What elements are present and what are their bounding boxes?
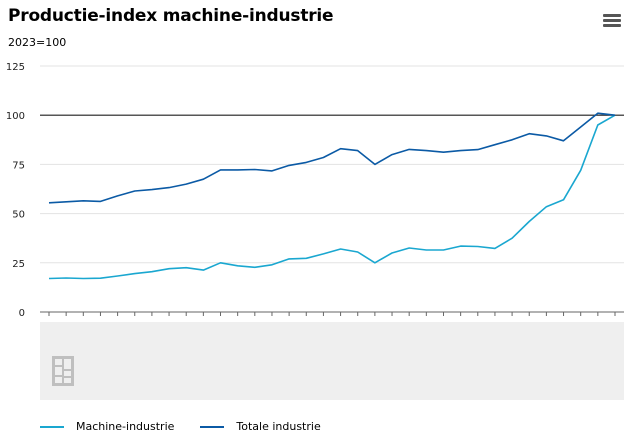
chart-title: Productie-index machine-industrie	[8, 6, 334, 26]
legend-swatch-totale-industrie	[200, 425, 225, 428]
legend: Machine-industrie Totale industrie	[40, 420, 347, 433]
hamburger-menu-icon[interactable]	[603, 14, 621, 30]
y-tick-label-25: 25	[12, 259, 25, 270]
y-tick-label-0: 0	[19, 308, 25, 319]
legend-label-totale-industrie: Totale industrie	[236, 420, 321, 433]
legend-item-totale-industrie[interactable]: Totale industrie	[200, 420, 321, 433]
legend-item-machine-industrie[interactable]: Machine-industrie	[40, 420, 174, 433]
legend-swatch-machine-industrie	[40, 425, 64, 428]
line-chart: 0255075100125199019952000200520102015202…	[6, 62, 624, 319]
series-line-machine-industrie	[48, 114, 616, 280]
chart-subtitle: 2023=100	[8, 36, 67, 49]
legend-label-machine-industrie: Machine-industrie	[76, 420, 175, 433]
series-line-totale-industrie	[48, 112, 616, 204]
y-tick-label-75: 75	[12, 160, 25, 171]
y-tick-label-100: 100	[6, 111, 25, 122]
cbs-logo-icon	[52, 356, 74, 386]
y-tick-label-125: 125	[6, 62, 25, 73]
navigator-panel	[40, 322, 624, 400]
y-tick-label-50: 50	[12, 210, 25, 221]
